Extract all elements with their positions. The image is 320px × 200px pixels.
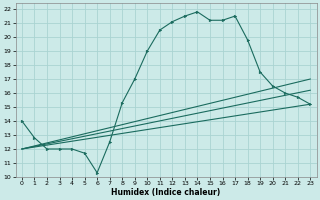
X-axis label: Humidex (Indice chaleur): Humidex (Indice chaleur) [111,188,221,197]
